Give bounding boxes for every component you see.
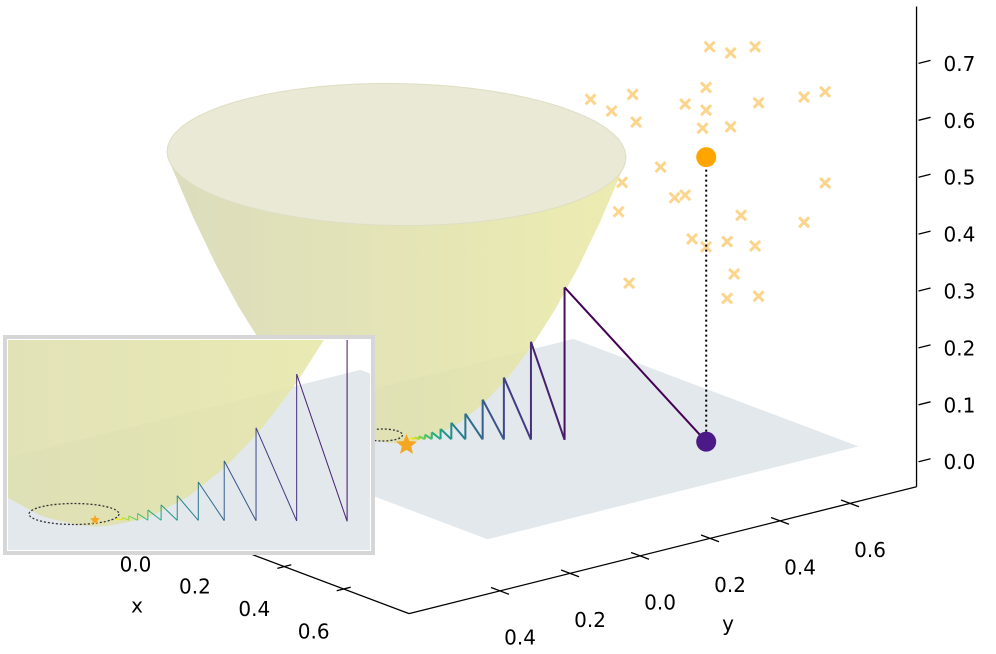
scatter-marker — [752, 290, 765, 303]
scatter-marker — [630, 115, 643, 129]
y-tick-label: 0.0 — [644, 590, 676, 614]
scatter-marker — [703, 40, 716, 53]
descent-step — [481, 399, 505, 441]
z-tick — [918, 287, 931, 292]
scatter-marker — [668, 191, 681, 204]
descent-step — [464, 413, 484, 440]
descent-step — [129, 516, 138, 520]
x-tick — [336, 586, 351, 592]
z-tick-label: 0.0 — [944, 450, 976, 474]
inset-zoom — [8, 340, 370, 550]
scatter-marker — [728, 267, 741, 280]
scatter-marker — [700, 240, 713, 253]
descent-step — [439, 428, 453, 440]
scatter-marker — [679, 98, 692, 111]
z-tick — [918, 458, 931, 463]
descent-step — [431, 431, 442, 440]
scatter-marker — [696, 122, 709, 135]
z-tick — [918, 116, 931, 121]
x-tick-label: 0.6 — [298, 619, 330, 643]
y-axis-line — [408, 486, 917, 615]
bowl-body — [8, 340, 324, 527]
scatter-marker — [700, 104, 713, 117]
descent-step — [424, 433, 433, 440]
scatter-marker — [721, 292, 734, 305]
scatter-marker — [749, 40, 762, 53]
z-tick — [918, 59, 931, 65]
y-tick — [490, 586, 510, 595]
z-tick-label: 0.3 — [944, 280, 976, 304]
scatter-marker — [623, 277, 636, 290]
y-tick — [770, 516, 790, 525]
descent-step — [530, 341, 566, 441]
y-tick-label: 0.2 — [714, 573, 746, 597]
descent-step — [138, 513, 148, 520]
minimum-star — [396, 434, 417, 454]
z-tick — [918, 173, 931, 178]
y-tick — [560, 569, 580, 578]
y-tick-label: 0.6 — [854, 538, 886, 562]
descent-step — [148, 510, 161, 520]
target-point — [696, 147, 717, 168]
z-tick-label: 0.7 — [944, 52, 976, 76]
y-tick — [700, 534, 720, 543]
z-tick — [918, 230, 931, 235]
scatter-marker — [752, 96, 765, 109]
descent-step — [117, 519, 123, 521]
scatter-marker — [616, 176, 629, 189]
scatter-marker — [654, 161, 667, 174]
x-tick — [277, 564, 292, 570]
scatter-marker — [724, 46, 737, 59]
z-tick-label: 0.4 — [944, 223, 976, 247]
descent-step — [161, 505, 177, 521]
z-tick-label: 0.5 — [944, 166, 976, 190]
y-tick — [840, 499, 860, 508]
start-point — [696, 431, 717, 452]
z-tick-label: 0.6 — [944, 109, 976, 133]
z-tick-label: 0.2 — [944, 336, 976, 360]
z-tick — [918, 344, 931, 349]
scatter-marker — [686, 232, 699, 245]
y-tick — [630, 551, 650, 560]
scatter-marker — [735, 209, 748, 222]
scatter-marker — [798, 91, 811, 104]
descent-step — [450, 422, 467, 440]
descent-step — [177, 496, 198, 521]
x-tick-label: 0.2 — [179, 575, 211, 599]
z-tick — [918, 401, 931, 406]
descent-step — [256, 428, 297, 521]
scatter-marker — [612, 205, 625, 218]
descent-step — [122, 518, 128, 521]
scatter-marker — [724, 120, 737, 133]
scatter-marker — [798, 216, 811, 229]
descent-step — [297, 374, 347, 521]
z-tick-label: 0.1 — [944, 393, 976, 417]
x-tick-label: 0.0 — [120, 552, 152, 576]
scatter-marker — [679, 189, 692, 202]
bowl-rim — [166, 83, 627, 226]
descent-step — [502, 377, 532, 441]
y-tick-label: 0.4 — [504, 625, 536, 649]
scatter-marker — [626, 88, 639, 101]
descent-step — [563, 286, 707, 443]
minimum-star — [90, 514, 100, 525]
scatter-marker — [721, 235, 734, 248]
y-tick-label: 0.4 — [784, 555, 816, 579]
y-axis-label: y — [722, 612, 734, 636]
x-axis-label: x — [131, 594, 143, 618]
scatter-marker — [584, 93, 597, 106]
scatter-marker — [700, 81, 713, 94]
scatter-marker — [819, 85, 832, 98]
descent-step — [224, 461, 256, 521]
scatter-marker — [605, 105, 618, 118]
scatter-marker — [749, 239, 762, 252]
x-tick-label: 0.4 — [238, 597, 270, 621]
inset — [8, 340, 370, 550]
y-tick-label: 0.2 — [574, 608, 606, 632]
descent-step — [198, 482, 224, 521]
scatter-marker — [819, 176, 832, 189]
basin-outline — [29, 504, 119, 525]
basin-outline — [361, 428, 404, 442]
